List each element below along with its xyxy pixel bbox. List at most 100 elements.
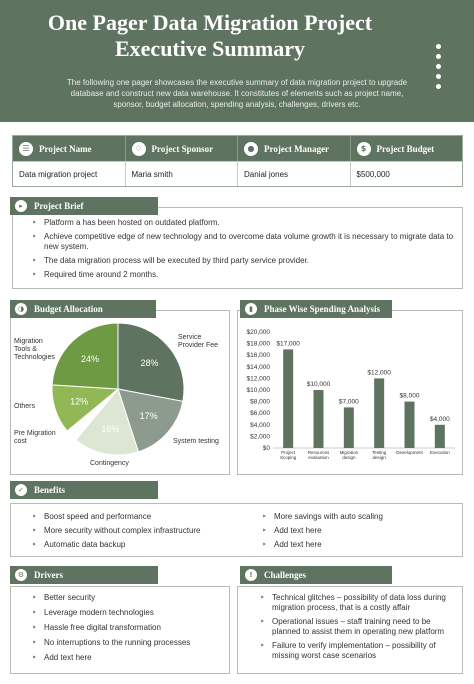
title-line-1: One Pager Data Migration Project	[47, 10, 373, 35]
x-category-label: Execution	[430, 450, 450, 455]
bar	[283, 349, 294, 448]
pie-slice-label: 17%	[140, 411, 158, 421]
x-category-label: design	[342, 455, 356, 460]
decorative-dots-icon	[434, 44, 442, 94]
project-table-header-row: ☰ Project Name ♢ Project Sponsor ● Project …	[13, 136, 462, 161]
list-item: No interruptions to the running processe…	[22, 638, 227, 648]
list-item: Add text here	[252, 526, 457, 536]
project-manager-value: Danial jones	[238, 161, 351, 186]
drivers-tab: ⚙ Drivers	[10, 566, 158, 584]
pie-slice-label: 16%	[101, 424, 119, 434]
list-item: Achieve competitive edge of new technolo…	[22, 232, 454, 252]
y-tick-label: $4,000	[250, 422, 270, 429]
pie-slice	[75, 387, 140, 456]
y-tick-label: $6,000	[250, 410, 270, 417]
header-project-budget: $ Project Budget	[350, 136, 462, 161]
pie-slice-label: 3%	[70, 425, 83, 435]
challenges-tab: ! Challenges	[240, 566, 392, 584]
header-project-manager: ● Project Manager	[238, 136, 351, 161]
benefits-right-list: More savings with auto scaling Add text …	[252, 512, 457, 550]
pie-slice-label: 24%	[81, 354, 99, 364]
x-category-label: Development	[396, 450, 423, 455]
header-banner: One Pager Data Migration Project Executi…	[0, 0, 474, 122]
page-subtitle: The following one pager showcases the ex…	[66, 78, 408, 109]
benefits-tab: ✓ Benefits	[10, 481, 158, 499]
bar-value-label: $7,000	[339, 398, 359, 405]
page-title: One Pager Data Migration Project Executi…	[40, 10, 380, 62]
pie-slice-label: 28%	[141, 358, 159, 368]
pie-label-pre-migration: Pre Migration cost	[14, 430, 56, 445]
list-item: Leverage modern technologies	[22, 608, 227, 618]
project-sponsor-value: Maria smith	[125, 161, 238, 186]
bar-chart-icon: ▮	[245, 303, 257, 315]
project-brief-tab: ▸ Project Brief	[10, 197, 158, 215]
header-project-name: ☰ Project Name	[13, 136, 126, 161]
list-item: More security without complex infrastruc…	[22, 526, 252, 536]
pie-label-service-provider: Service Provider Fee	[178, 334, 219, 349]
x-category-label: evaluation	[308, 455, 329, 460]
bar-value-label: $8,000	[400, 393, 420, 400]
money-icon: $	[356, 141, 371, 156]
person-icon: ●	[244, 141, 258, 156]
y-tick-label: $8,000	[250, 399, 270, 406]
pie-chart-icon: ◑	[15, 303, 27, 315]
x-category-label: Migration	[340, 450, 359, 455]
bar	[374, 378, 385, 448]
bar	[343, 407, 354, 448]
list-item: Better security	[22, 593, 227, 603]
bar-value-label: $10,000	[307, 381, 331, 388]
x-category-label: design	[373, 455, 387, 460]
y-tick-label: $18,000	[247, 341, 271, 348]
list-item: Technical glitches – possibility of data…	[250, 593, 456, 613]
list-item: Operational issues – staff training need…	[250, 617, 456, 637]
y-tick-label: $20,000	[247, 329, 271, 336]
pie-slice	[117, 322, 185, 402]
bar-value-label: $17,000	[276, 340, 300, 347]
bar	[404, 401, 415, 448]
list-item: Add text here	[252, 540, 457, 550]
list-item: The data migration process will be execu…	[22, 256, 454, 266]
project-budget-value: $500,000	[350, 161, 462, 186]
title-line-2: Executive Summary	[114, 36, 306, 61]
spending-bar-chart: $0 $2,000 $4,000 $6,000 $8,000 $10,000 $12,000…	[247, 329, 455, 460]
pie-slice-label: 12%	[70, 397, 88, 407]
document-icon: ☰	[19, 141, 33, 156]
checkmark-icon: ✓	[15, 484, 27, 496]
benefits-left-list: Boost speed and performance More securit…	[22, 512, 252, 550]
warning-icon: !	[245, 569, 257, 581]
y-tick-label: $16,000	[247, 352, 271, 359]
y-tick-label: $12,000	[247, 375, 271, 382]
pie-slice	[117, 388, 184, 453]
bar-value-label: $4,000	[430, 416, 450, 423]
list-item: Boost speed and performance	[22, 512, 252, 522]
budget-pie-chart: 28% 17% 16% 3% 12% 24%	[51, 322, 185, 456]
pie-label-contingency: Contingency	[90, 460, 129, 467]
list-item: Required time around 2 months.	[22, 270, 454, 280]
list-item: Automatic data backup	[22, 540, 252, 550]
gear-icon: ⚙	[15, 569, 27, 581]
bar-value-label: $12,000	[367, 369, 391, 376]
bar	[434, 424, 445, 448]
handshake-icon: ♢	[131, 141, 146, 156]
project-info-table: ☰ Project Name ♢ Project Sponsor ● Project …	[12, 135, 463, 187]
challenges-list: Technical glitches – possibility of data…	[250, 593, 456, 661]
pie-slice	[51, 322, 119, 390]
y-tick-label: $14,000	[247, 364, 271, 371]
x-category-label: Resources	[308, 450, 330, 455]
pie-label-system-testing: System testing	[173, 438, 219, 445]
project-table-row: Data migration project Maria smith Dania…	[13, 161, 462, 186]
x-category-label: Scoping	[280, 455, 297, 460]
spending-analysis-tab: ▮ Phase Wise Spending Analysis	[240, 300, 392, 318]
pie-label-migration-tools: Migration Tools & Technologies	[14, 338, 55, 361]
list-item: Hassle free digital transformation	[22, 623, 227, 633]
project-name-value: Data migration project	[13, 161, 126, 186]
y-tick-label: $2,000	[250, 433, 270, 440]
drivers-list: Better security Leverage modern technolo…	[22, 593, 227, 663]
list-item: Platform a has been hosted on outdated p…	[22, 218, 454, 228]
x-category-label: Testing	[372, 450, 387, 455]
pin-icon: ▸	[15, 200, 27, 212]
y-tick-label: $10,000	[247, 387, 271, 394]
header-project-sponsor: ♢ Project Sponsor	[125, 136, 238, 161]
x-category-label: Project	[281, 450, 296, 455]
y-tick-label: $0	[263, 445, 271, 452]
